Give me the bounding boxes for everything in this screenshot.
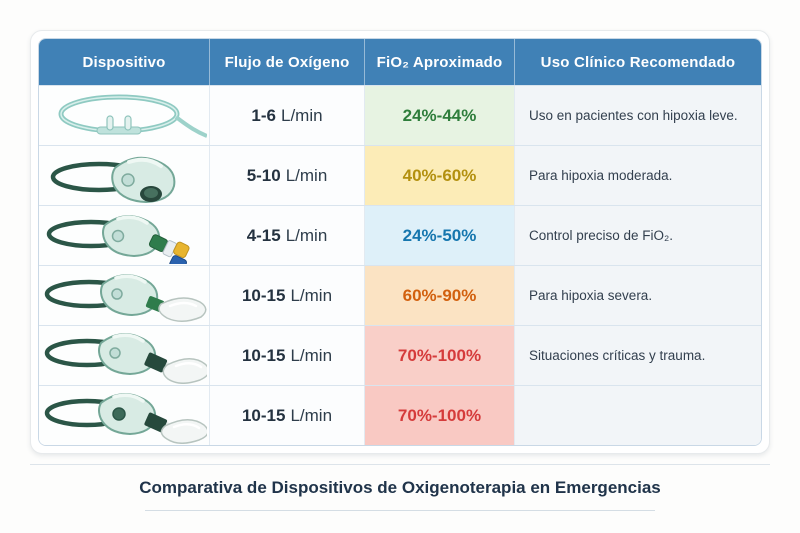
- header-flujo-oxigeno: Flujo de Oxígeno: [209, 39, 364, 85]
- caption-top-divider: [30, 464, 770, 465]
- caption-section: Comparativa de Dispositivos de Oxigenote…: [30, 464, 770, 511]
- fio2-value: 70%-100%: [364, 326, 514, 385]
- device-cell: [39, 266, 209, 325]
- clinical-use: [514, 386, 761, 445]
- table-row: 10-15 L/min 70%-100%: [39, 385, 761, 445]
- device-cell: [39, 86, 209, 145]
- header-uso-clinico: Uso Clínico Recomendado: [514, 39, 761, 85]
- table-caption: Comparativa de Dispositivos de Oxigenote…: [139, 478, 661, 497]
- flow-value: 4-15 L/min: [209, 206, 364, 265]
- table-row: 5-10 L/min 40%-60% Para hipoxia moderada…: [39, 145, 761, 205]
- header-fio2-aproximado: FiO₂ Aproximado: [364, 39, 514, 85]
- non-rebreather-mask-icon: [41, 388, 207, 444]
- header-dispositivo: Dispositivo: [82, 53, 166, 71]
- flow-value: 10-15 L/min: [209, 326, 364, 385]
- table-row: 4-15 L/min 24%-50% Control preciso de Fi…: [39, 205, 761, 265]
- table-row: 10-15 L/min 70%-100% Situaciones crítica…: [39, 325, 761, 385]
- fio2-value: 60%-90%: [364, 266, 514, 325]
- flow-value: 5-10 L/min: [209, 146, 364, 205]
- table-header-row: Dispositivo Flujo de Oxígeno FiO₂ Aproxi…: [39, 39, 761, 85]
- device-cell: [39, 386, 209, 445]
- partial-rebreather-mask-icon: [41, 268, 207, 324]
- venturi-mask-icon: [41, 208, 207, 264]
- fio2-value: 24%-44%: [364, 86, 514, 145]
- flow-value: 1-6 L/min: [209, 86, 364, 145]
- device-cell: [39, 146, 209, 205]
- nasal-cannula-icon: [41, 89, 207, 143]
- oxygen-devices-table: Dispositivo Flujo de Oxígeno FiO₂ Aproxi…: [38, 38, 762, 446]
- clinical-use: Situaciones críticas y trauma.: [514, 326, 761, 385]
- flow-value: 10-15 L/min: [209, 386, 364, 445]
- device-cell: [39, 326, 209, 385]
- comparison-card: Dispositivo Flujo de Oxígeno FiO₂ Aproxi…: [30, 30, 770, 454]
- fio2-value: 40%-60%: [364, 146, 514, 205]
- fio2-value: 24%-50%: [364, 206, 514, 265]
- clinical-use: Para hipoxia moderada.: [514, 146, 761, 205]
- clinical-use: Control preciso de FiO₂.: [514, 206, 761, 265]
- table-row: 10-15 L/min 60%-90% Para hipoxia severa.: [39, 265, 761, 325]
- non-rebreather-mask-icon: [41, 328, 207, 384]
- fio2-value: 70%-100%: [364, 386, 514, 445]
- device-cell: [39, 206, 209, 265]
- simple-mask-icon: [41, 148, 207, 204]
- flow-value: 10-15 L/min: [209, 266, 364, 325]
- caption-bottom-divider: [145, 510, 655, 511]
- clinical-use: Uso en pacientes con hipoxia leve.: [514, 86, 761, 145]
- table-row: 1-6 L/min 24%-44% Uso en pacientes con h…: [39, 85, 761, 145]
- clinical-use: Para hipoxia severa.: [514, 266, 761, 325]
